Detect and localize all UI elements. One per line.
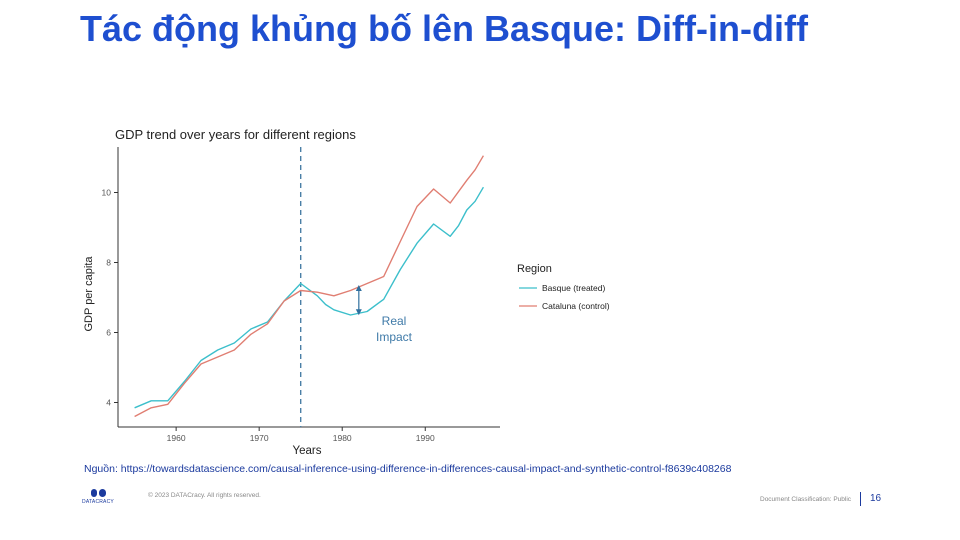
series-line-basque	[134, 186, 485, 409]
x-tick-label: 1970	[250, 433, 269, 443]
annotation-impact: Impact	[376, 330, 413, 344]
page-number: 16	[870, 493, 882, 504]
y-tick-label: 6	[106, 328, 111, 338]
legend-title: Region	[517, 263, 552, 275]
logo-mark-icon	[80, 489, 116, 497]
logo-dot-small	[90, 489, 97, 497]
x-tick-label: 1980	[333, 433, 352, 443]
slide-title: Tác động khủng bố lên Basque: Diff-in-di…	[80, 8, 808, 49]
x-axis-label: Years	[293, 445, 322, 457]
y-axis-label: GDP per capita	[83, 256, 95, 332]
chart-title: GDP trend over years for different regio…	[115, 127, 356, 142]
legend-label-basque: Basque (treated)	[542, 283, 605, 293]
copyright-notice: © 2023 DATACracy. All rights reserved.	[148, 492, 261, 499]
footer-divider	[860, 492, 861, 506]
document-classification: Document Classification: Public	[760, 496, 852, 503]
datacracy-logo: DATACRACY	[80, 489, 116, 511]
x-tick-label: 1990	[416, 433, 435, 443]
logo-dot-large	[98, 489, 106, 497]
y-tick-label: 4	[106, 398, 111, 408]
impact-arrow-head-down	[355, 309, 362, 316]
x-tick-label: 1960	[167, 433, 186, 443]
logo-text: DATACRACY	[82, 499, 114, 505]
y-tick-label: 8	[106, 258, 111, 268]
y-tick-label: 10	[102, 188, 112, 198]
legend-label-cataluna: Cataluna (control)	[542, 301, 610, 311]
source-citation: Nguồn: https://towardsdatascience.com/ca…	[84, 463, 732, 475]
series-line-cataluna	[134, 155, 485, 418]
gdp-trend-chart: GDP trend over years for different regio…	[83, 127, 610, 457]
annotation-real: Real	[382, 314, 407, 328]
impact-arrow-head-up	[355, 285, 362, 291]
